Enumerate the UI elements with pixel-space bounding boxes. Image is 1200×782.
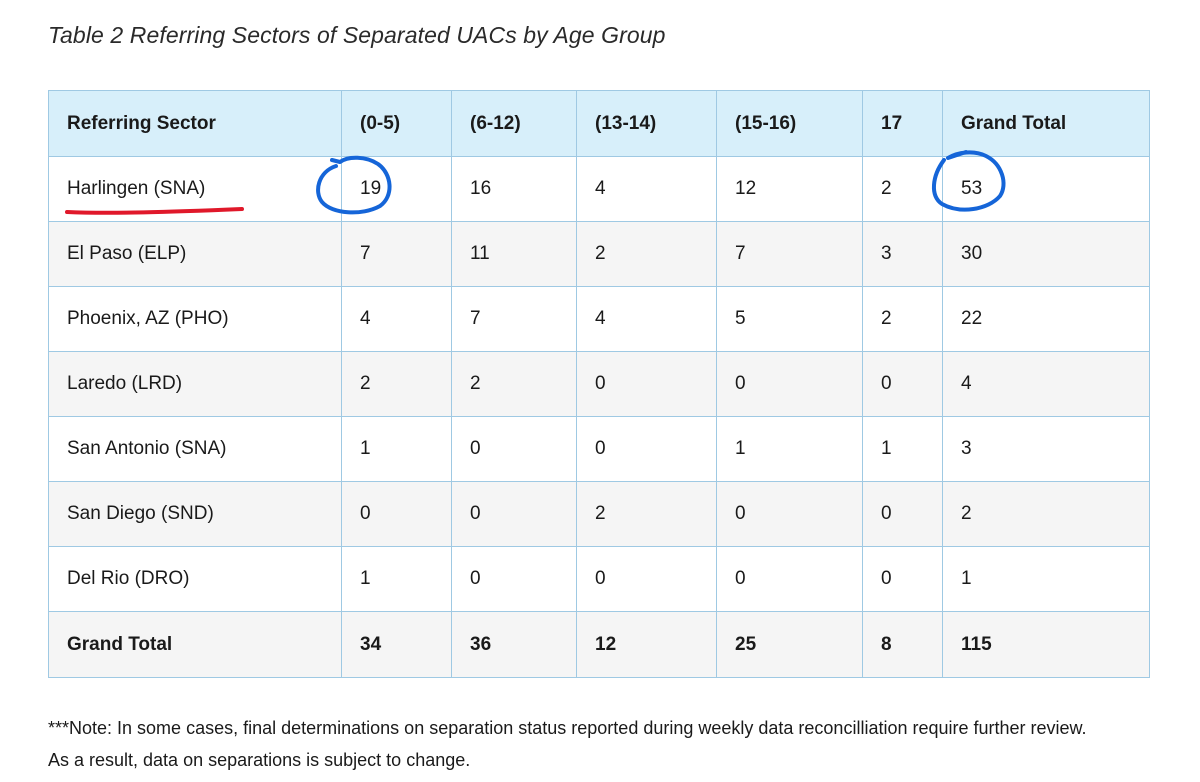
table-row: El Paso (ELP) 7 11 2 7 3 30 xyxy=(48,221,1150,287)
table-cell: 1 xyxy=(862,416,943,482)
table-header-row: Referring Sector (0-5) (6-12) (13-14) (1… xyxy=(48,90,1150,157)
table-title: Table 2 Referring Sectors of Separated U… xyxy=(48,22,666,48)
data-table: Referring Sector (0-5) (6-12) (13-14) (1… xyxy=(48,90,1150,678)
table-row: Del Rio (DRO) 1 0 0 0 0 1 xyxy=(48,546,1150,612)
table-cell: 19 xyxy=(341,156,452,222)
total-cell: 25 xyxy=(716,611,863,678)
total-cell: 34 xyxy=(341,611,452,678)
table-cell: 7 xyxy=(341,221,452,287)
table-row: Laredo (LRD) 2 2 0 0 0 4 xyxy=(48,351,1150,417)
column-header: (0-5) xyxy=(341,90,452,157)
table-cell: 4 xyxy=(576,156,717,222)
table-cell: 0 xyxy=(451,481,577,547)
total-label-cell: Grand Total xyxy=(48,611,342,678)
table-cell: 4 xyxy=(341,286,452,352)
table-cell: 1 xyxy=(716,416,863,482)
grand-total-row: Grand Total 34 36 12 25 8 115 xyxy=(48,611,1150,678)
sector-cell: Harlingen (SNA) xyxy=(48,156,342,222)
table-cell: 4 xyxy=(942,351,1150,417)
table-cell: 0 xyxy=(862,481,943,547)
sector-cell: Phoenix, AZ (PHO) xyxy=(48,286,342,352)
table-cell: 2 xyxy=(942,481,1150,547)
table-cell: 2 xyxy=(862,286,943,352)
table-cell: 0 xyxy=(862,546,943,612)
table-cell: 1 xyxy=(942,546,1150,612)
total-cell: 36 xyxy=(451,611,577,678)
table-cell: 7 xyxy=(716,221,863,287)
table-cell: 7 xyxy=(451,286,577,352)
total-cell: 8 xyxy=(862,611,943,678)
column-header: 17 xyxy=(862,90,943,157)
table-cell: 1 xyxy=(341,416,452,482)
column-header: Grand Total xyxy=(942,90,1150,157)
table-row: Harlingen (SNA) 19 16 4 12 2 53 xyxy=(48,156,1150,222)
total-cell: 12 xyxy=(576,611,717,678)
footnote-line-1: ***Note: In some cases, final determinat… xyxy=(48,718,1087,738)
table-row: San Antonio (SNA) 1 0 0 1 1 3 xyxy=(48,416,1150,482)
table-cell: 0 xyxy=(576,351,717,417)
table-cell: 0 xyxy=(451,546,577,612)
sector-cell: El Paso (ELP) xyxy=(48,221,342,287)
column-header: (15-16) xyxy=(716,90,863,157)
total-cell: 115 xyxy=(942,611,1150,678)
table-cell: 4 xyxy=(576,286,717,352)
table-cell: 2 xyxy=(862,156,943,222)
table-row: Phoenix, AZ (PHO) 4 7 4 5 2 22 xyxy=(48,286,1150,352)
table-cell: 16 xyxy=(451,156,577,222)
table-cell: 30 xyxy=(942,221,1150,287)
data-table-container: Referring Sector (0-5) (6-12) (13-14) (1… xyxy=(48,90,1150,678)
sector-cell: Laredo (LRD) xyxy=(48,351,342,417)
table-cell: 0 xyxy=(576,546,717,612)
table-cell: 0 xyxy=(862,351,943,417)
sector-cell: San Antonio (SNA) xyxy=(48,416,342,482)
footnote: ***Note: In some cases, final determinat… xyxy=(48,712,1168,776)
table-cell: 0 xyxy=(451,416,577,482)
table-cell: 0 xyxy=(716,351,863,417)
table-cell: 3 xyxy=(942,416,1150,482)
table-cell: 22 xyxy=(942,286,1150,352)
table-cell: 0 xyxy=(341,481,452,547)
table-cell: 2 xyxy=(341,351,452,417)
table-cell: 2 xyxy=(576,481,717,547)
table-cell: 0 xyxy=(576,416,717,482)
table-cell: 1 xyxy=(341,546,452,612)
sector-cell: Del Rio (DRO) xyxy=(48,546,342,612)
table-cell: 11 xyxy=(451,221,577,287)
column-header: (6-12) xyxy=(451,90,577,157)
footnote-line-2: As a result, data on separations is subj… xyxy=(48,750,471,770)
table-cell: 5 xyxy=(716,286,863,352)
table-cell: 0 xyxy=(716,481,863,547)
table-cell: 53 xyxy=(942,156,1150,222)
column-header: Referring Sector xyxy=(48,90,342,157)
table-cell: 3 xyxy=(862,221,943,287)
table-row: San Diego (SND) 0 0 2 0 0 2 xyxy=(48,481,1150,547)
column-header: (13-14) xyxy=(576,90,717,157)
table-cell: 2 xyxy=(451,351,577,417)
table-cell: 0 xyxy=(716,546,863,612)
table-cell: 12 xyxy=(716,156,863,222)
sector-cell: San Diego (SND) xyxy=(48,481,342,547)
table-cell: 2 xyxy=(576,221,717,287)
